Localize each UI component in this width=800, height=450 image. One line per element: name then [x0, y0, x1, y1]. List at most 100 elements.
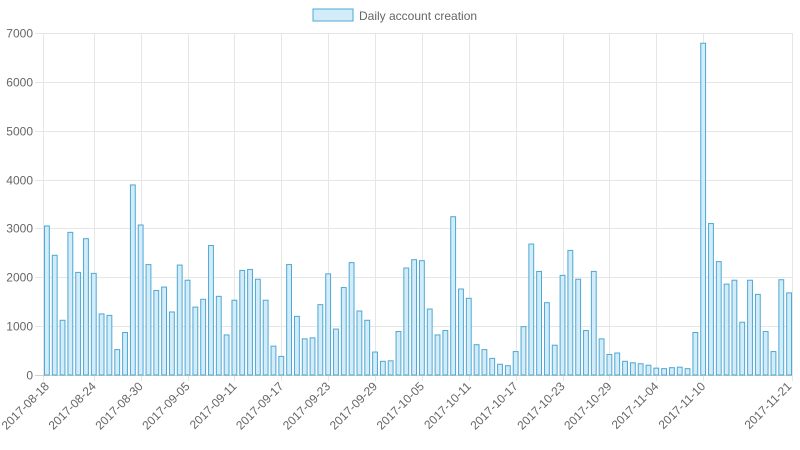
bar[interactable] [590, 270, 597, 376]
bar[interactable] [309, 337, 316, 376]
bar[interactable] [137, 224, 144, 376]
bar[interactable] [614, 352, 621, 376]
bar[interactable] [254, 278, 261, 376]
bar[interactable] [122, 331, 128, 376]
bar[interactable] [637, 363, 644, 376]
bar[interactable] [473, 344, 480, 376]
bar[interactable] [489, 357, 496, 376]
bar[interactable] [67, 231, 74, 376]
bar[interactable] [653, 367, 660, 376]
bar[interactable] [528, 243, 535, 376]
bar[interactable] [715, 261, 722, 376]
bar[interactable] [75, 271, 82, 376]
bar[interactable] [458, 288, 464, 376]
bar[interactable] [278, 355, 285, 376]
bar[interactable] [418, 260, 425, 376]
bar[interactable] [43, 225, 50, 376]
bar[interactable] [661, 368, 668, 376]
bar[interactable] [145, 264, 152, 376]
bar[interactable] [153, 289, 160, 376]
bar[interactable] [504, 365, 511, 376]
bar[interactable] [426, 308, 433, 376]
bar[interactable] [747, 279, 753, 376]
bar[interactable] [700, 42, 707, 376]
bar[interactable] [333, 328, 339, 376]
bar[interactable] [286, 264, 293, 376]
bar[interactable] [200, 298, 207, 376]
bar[interactable] [223, 334, 230, 376]
bar[interactable] [739, 321, 746, 376]
bar[interactable] [247, 268, 253, 376]
bar[interactable] [583, 330, 589, 376]
bar[interactable] [411, 259, 418, 376]
bar[interactable] [778, 279, 785, 376]
bar[interactable] [606, 353, 613, 376]
bar[interactable] [387, 360, 394, 376]
bar[interactable] [559, 274, 566, 376]
bar[interactable] [676, 366, 683, 376]
bar[interactable] [770, 351, 777, 376]
bar[interactable] [629, 362, 636, 376]
bar[interactable] [161, 286, 168, 376]
bar[interactable] [684, 368, 691, 376]
bar[interactable] [262, 299, 269, 376]
legend-label[interactable]: Daily account creation [359, 9, 477, 23]
bar[interactable] [372, 351, 378, 376]
bar[interactable] [551, 344, 558, 376]
bar[interactable] [293, 315, 300, 376]
bar[interactable] [231, 299, 238, 376]
bar[interactable] [83, 238, 89, 376]
bar[interactable] [192, 306, 199, 376]
bar[interactable] [90, 272, 97, 376]
bar[interactable] [645, 364, 652, 376]
bar[interactable] [317, 304, 324, 376]
bar[interactable] [622, 360, 628, 376]
bar[interactable] [520, 326, 527, 376]
bar[interactable] [379, 360, 386, 376]
bar[interactable] [575, 278, 582, 376]
bar[interactable] [692, 331, 699, 376]
bar[interactable] [348, 262, 355, 376]
bar[interactable] [403, 267, 410, 376]
bar[interactable] [731, 279, 738, 376]
bar[interactable] [239, 269, 246, 376]
bar[interactable] [512, 351, 519, 376]
bar[interactable] [270, 345, 277, 376]
bar[interactable] [59, 319, 66, 376]
bar[interactable] [356, 310, 363, 376]
bar[interactable] [762, 331, 769, 376]
bar[interactable] [465, 297, 472, 376]
bar[interactable] [98, 313, 105, 376]
bar[interactable] [51, 254, 58, 376]
bar[interactable] [106, 314, 113, 376]
bar[interactable] [708, 223, 714, 376]
bar[interactable] [450, 216, 457, 376]
x-tick-label: 2017-08-30 [92, 379, 146, 433]
bar[interactable] [340, 287, 347, 376]
bar[interactable] [364, 319, 371, 376]
bar[interactable] [543, 302, 550, 376]
legend[interactable]: Daily account creation [312, 8, 477, 23]
bar[interactable] [786, 292, 793, 376]
bar[interactable] [442, 330, 449, 376]
bar[interactable] [723, 283, 730, 376]
bar[interactable] [481, 349, 488, 376]
bar[interactable] [114, 349, 121, 376]
bar[interactable] [215, 295, 222, 376]
bar[interactable] [325, 273, 332, 376]
bar[interactable] [129, 184, 136, 376]
bar[interactable] [184, 279, 191, 376]
bar[interactable] [497, 363, 503, 376]
bar[interactable] [598, 338, 605, 376]
bar[interactable] [395, 331, 402, 376]
bar[interactable] [176, 264, 183, 376]
legend-swatch[interactable] [312, 8, 354, 22]
bar[interactable] [567, 249, 574, 376]
bar[interactable] [208, 245, 214, 376]
bar[interactable] [668, 367, 675, 376]
bar[interactable] [536, 270, 543, 376]
bar[interactable] [434, 334, 441, 376]
bar[interactable] [168, 311, 175, 376]
bar[interactable] [754, 293, 761, 376]
bar[interactable] [301, 338, 308, 376]
